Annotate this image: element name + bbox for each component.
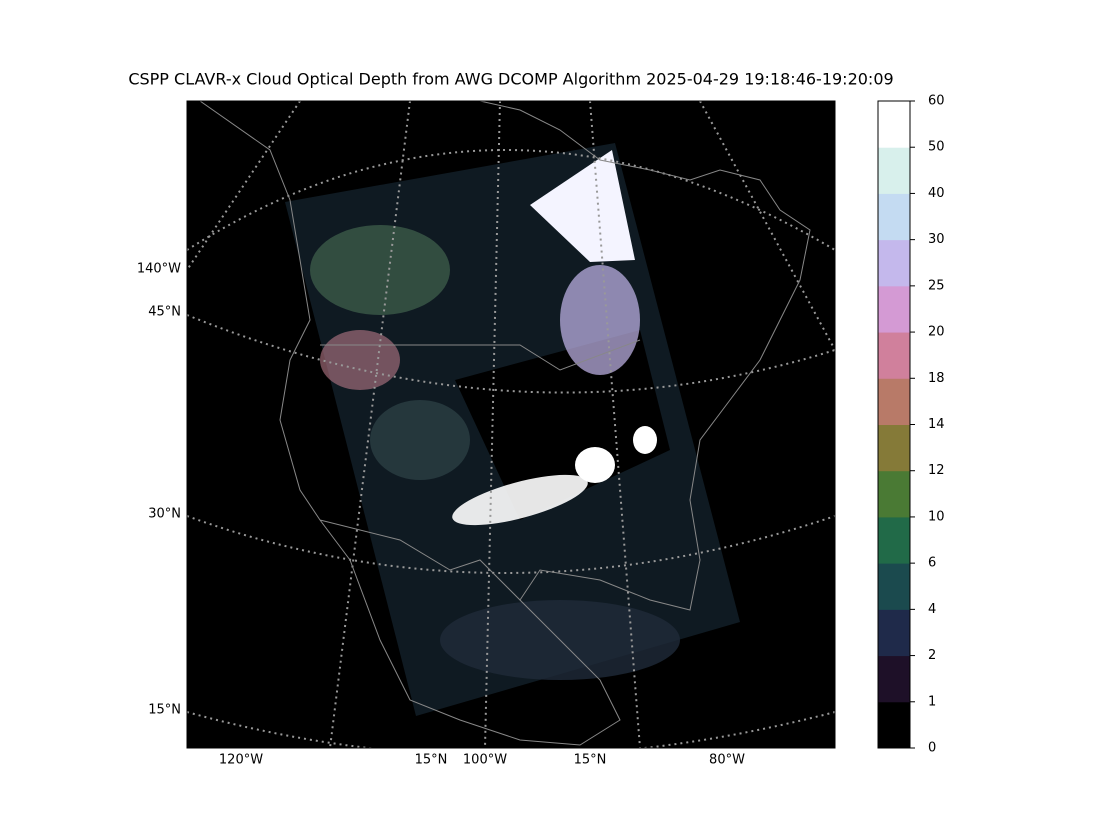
graticule <box>589 101 641 748</box>
colorbar-bin <box>878 655 910 703</box>
colorbar-bin <box>878 239 910 287</box>
graticule <box>329 101 411 748</box>
map-bottom-label: 15°N <box>574 753 607 768</box>
colorbar-tick-label: 12 <box>928 463 945 478</box>
colorbar-tick-label: 60 <box>928 94 945 109</box>
colorbar-tick-label: 1 <box>928 694 936 709</box>
map-bottom-label: 15°N <box>415 753 448 768</box>
map-frame <box>186 100 836 749</box>
graticule <box>187 515 835 574</box>
colorbar-bin <box>878 332 910 379</box>
colorbar-bin <box>878 285 910 333</box>
border <box>320 339 641 371</box>
map-bottom-label: 100°W <box>463 753 507 768</box>
colorbar-tick-label: 50 <box>928 140 945 155</box>
map-bottom-label: 120°W <box>219 753 263 768</box>
colorbar-tick-label: 18 <box>928 371 945 386</box>
cloud <box>575 447 615 483</box>
colorbar-bin <box>878 147 910 194</box>
colorbar-bin <box>878 609 910 657</box>
map-bottom-label: 80°W <box>709 753 745 768</box>
colorbar-tick-label: 10 <box>928 509 945 524</box>
colorbar-tick-label: 25 <box>928 278 945 293</box>
colorbar-tick-label: 6 <box>928 556 936 571</box>
colorbar-tick-label: 30 <box>928 232 945 247</box>
cloud <box>560 265 640 375</box>
cloud <box>452 474 588 526</box>
map-left-label: 140°W <box>137 262 181 277</box>
graticule <box>187 711 835 748</box>
colorbar-bin <box>878 701 910 749</box>
colorbar-tick-label: 40 <box>928 186 945 201</box>
colorbar-bin <box>878 378 910 425</box>
colorbar-bin <box>878 101 910 148</box>
colorbar-tick-label: 2 <box>928 648 936 663</box>
colorbar-bin <box>878 563 910 610</box>
colorbar-bin <box>878 193 910 241</box>
map <box>186 100 836 749</box>
border <box>319 519 521 601</box>
clear-area <box>455 330 670 520</box>
colorbar-bin <box>878 516 910 564</box>
cloud <box>310 225 450 315</box>
cloud <box>633 426 657 454</box>
cloud <box>530 150 635 262</box>
cloud <box>370 400 470 480</box>
colorbar-tick-label: 4 <box>928 602 936 617</box>
map-left-label: 15°N <box>148 703 181 718</box>
title: CSPP CLAVR-x Cloud Optical Depth from AW… <box>128 70 893 89</box>
colorbar-tick-label: 14 <box>928 417 945 432</box>
graticule <box>187 101 301 271</box>
colorbar-tick-label: 0 <box>928 741 936 756</box>
coastline <box>199 101 811 746</box>
map-left-label: 45°N <box>148 305 181 320</box>
colorbar-bin <box>878 424 910 472</box>
colorbar-bin <box>878 470 910 518</box>
map-left-label: 30°N <box>148 507 181 522</box>
colorbar-tick-label: 20 <box>928 325 945 340</box>
cloud <box>320 330 400 390</box>
